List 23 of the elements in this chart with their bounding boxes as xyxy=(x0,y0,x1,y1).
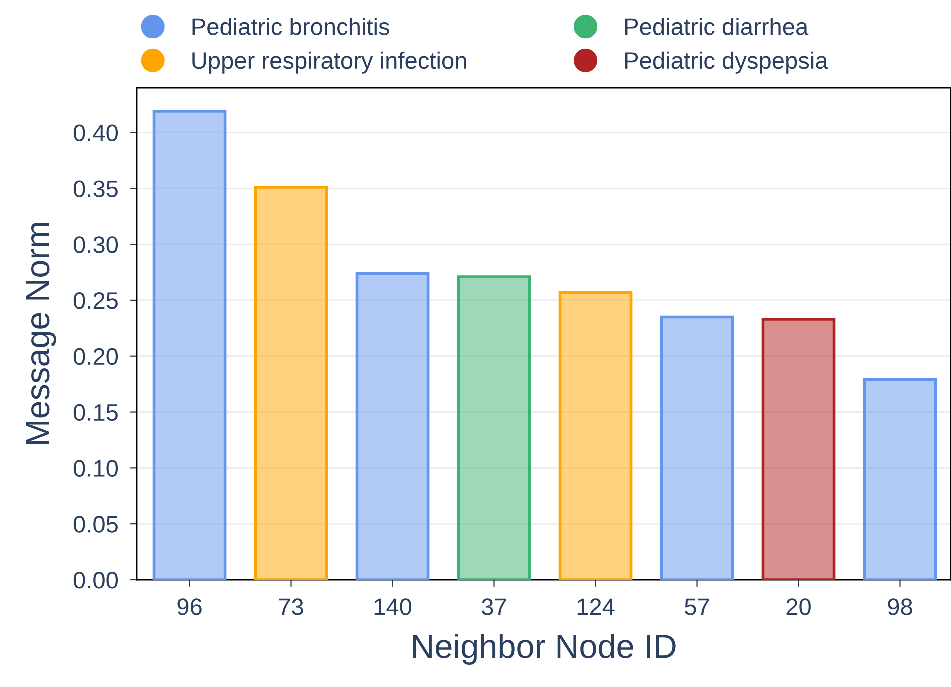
x-tick-label: 57 xyxy=(685,598,710,616)
x-tick-label: 20 xyxy=(786,598,811,616)
x-tick-label: 37 xyxy=(482,598,506,616)
y-axis-title: Message Norm xyxy=(26,223,56,444)
x-tick-label: 140 xyxy=(374,598,412,616)
y-tick-label: 0.40 xyxy=(74,124,118,142)
x-axis-title: Neighbor Node ID xyxy=(413,634,676,666)
legend-label: Upper respiratory infection xyxy=(192,52,466,74)
legend-label: Pediatric dyspepsia xyxy=(626,52,828,74)
y-tick-label: 0.35 xyxy=(74,180,118,198)
y-tick-label: 0.15 xyxy=(74,404,118,422)
y-tick-label: 0.10 xyxy=(74,460,118,477)
y-tick-label: 0.20 xyxy=(74,348,118,366)
y-tick-label: 0.25 xyxy=(74,292,118,310)
x-tick-label: 96 xyxy=(178,598,202,616)
y-tick-label: 0.30 xyxy=(74,236,118,254)
legend-label: Pediatric diarrhea xyxy=(626,18,809,36)
y-tick-label: 0.05 xyxy=(74,516,118,533)
x-tick-label: 98 xyxy=(888,598,912,616)
legend-label: Pediatric bronchitis xyxy=(192,18,390,36)
y-tick-label: 0.00 xyxy=(74,572,118,589)
x-tick-label: 124 xyxy=(578,598,615,616)
x-tick-label: 73 xyxy=(279,598,304,616)
